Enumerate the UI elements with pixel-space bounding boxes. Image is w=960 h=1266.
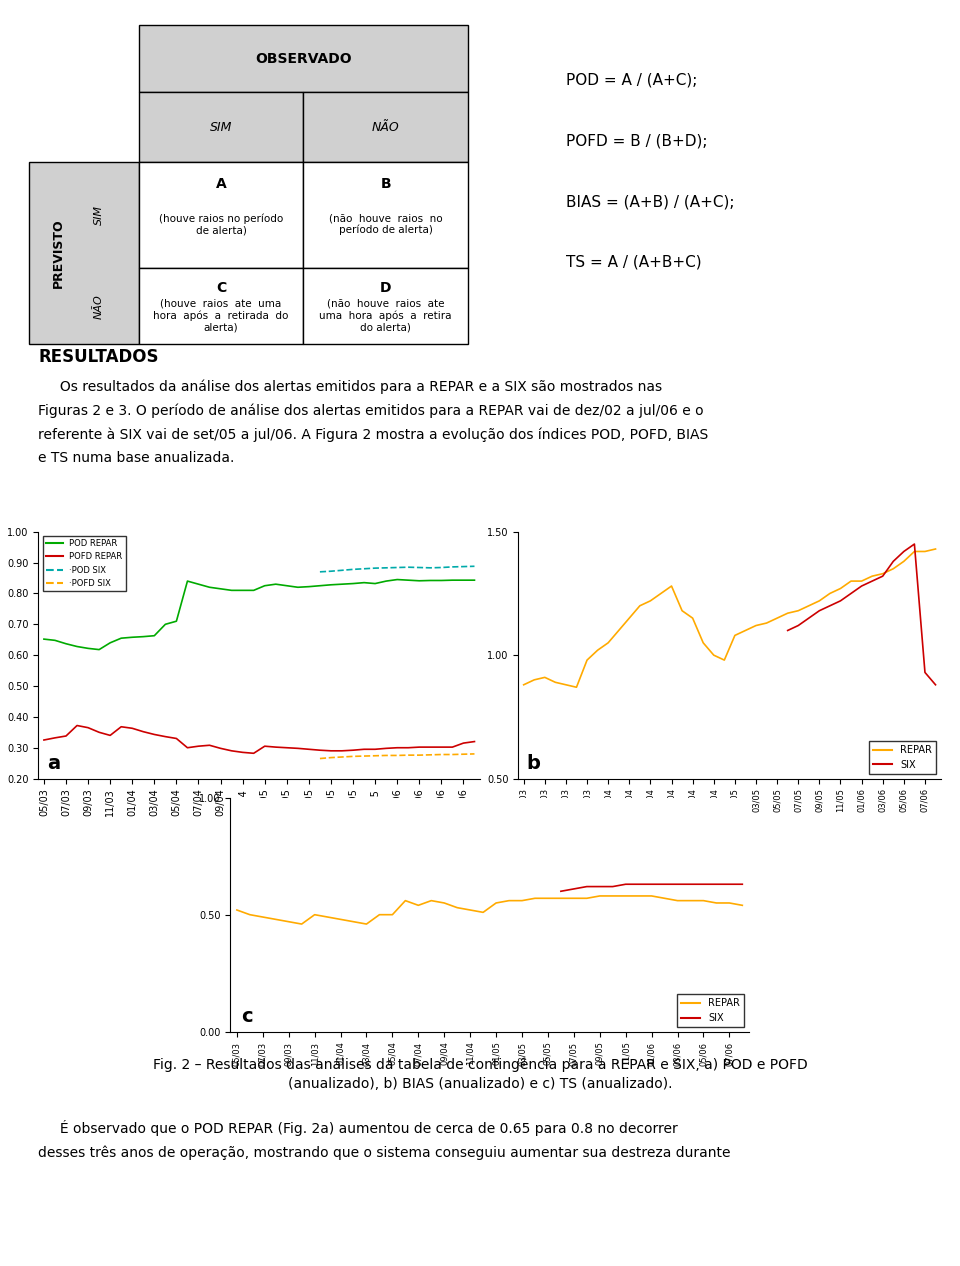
Text: TS = A / (A+B+C): TS = A / (A+B+C): [566, 254, 702, 270]
Text: (houve raios no período
de alerta): (houve raios no período de alerta): [158, 213, 283, 235]
Text: NÃO: NÃO: [372, 120, 399, 134]
Text: RESULTADOS: RESULTADOS: [38, 348, 159, 366]
Text: a: a: [47, 753, 60, 772]
Text: (houve  raios  ate  uma
hora  após  a  retirada  do
alerta): (houve raios ate uma hora após a retirad…: [154, 299, 289, 333]
FancyBboxPatch shape: [303, 162, 468, 268]
Legend: REPAR, SIX: REPAR, SIX: [869, 741, 936, 774]
Text: (não  houve  raios  no
período de alerta): (não houve raios no período de alerta): [329, 213, 443, 235]
Text: SIM: SIM: [210, 120, 232, 134]
Text: A: A: [216, 177, 227, 191]
Legend: POD REPAR, POFD REPAR, ·POD SIX, ·POFD SIX: POD REPAR, POFD REPAR, ·POD SIX, ·POFD S…: [42, 536, 126, 591]
Text: Os resultados da análise dos alertas emitidos para a REPAR e a SIX são mostrados: Os resultados da análise dos alertas emi…: [38, 380, 708, 465]
FancyBboxPatch shape: [303, 92, 468, 162]
Text: POFD = B / (B+D);: POFD = B / (B+D);: [566, 133, 708, 148]
Text: B: B: [380, 177, 391, 191]
FancyBboxPatch shape: [303, 268, 468, 344]
Text: PREVISTO: PREVISTO: [52, 219, 65, 287]
Text: SIM: SIM: [94, 205, 104, 225]
Text: POD = A / (A+C);: POD = A / (A+C);: [566, 72, 698, 87]
Text: (não  houve  raios  ate
uma  hora  após  a  retira
do alerta): (não houve raios ate uma hora após a ret…: [320, 299, 452, 333]
Text: NÃO: NÃO: [94, 294, 104, 319]
FancyBboxPatch shape: [29, 162, 138, 344]
FancyBboxPatch shape: [138, 162, 303, 268]
Text: D: D: [380, 281, 392, 295]
Text: c: c: [241, 1008, 252, 1027]
Text: Fig. 2 – Resultados das análises da tabela de contingência para a REPAR e SIX, a: Fig. 2 – Resultados das análises da tabe…: [153, 1057, 807, 1091]
Text: b: b: [527, 753, 540, 772]
FancyBboxPatch shape: [138, 268, 303, 344]
FancyBboxPatch shape: [138, 25, 468, 92]
Legend: REPAR, SIX: REPAR, SIX: [677, 994, 744, 1027]
FancyBboxPatch shape: [138, 92, 303, 162]
Text: BIAS = (A+B) / (A+C);: BIAS = (A+B) / (A+C);: [566, 194, 735, 209]
Text: OBSERVADO: OBSERVADO: [255, 52, 351, 66]
Text: É observado que o POD REPAR (Fig. 2a) aumentou de cerca de 0.65 para 0.8 no deco: É observado que o POD REPAR (Fig. 2a) au…: [38, 1120, 731, 1160]
Text: C: C: [216, 281, 227, 295]
